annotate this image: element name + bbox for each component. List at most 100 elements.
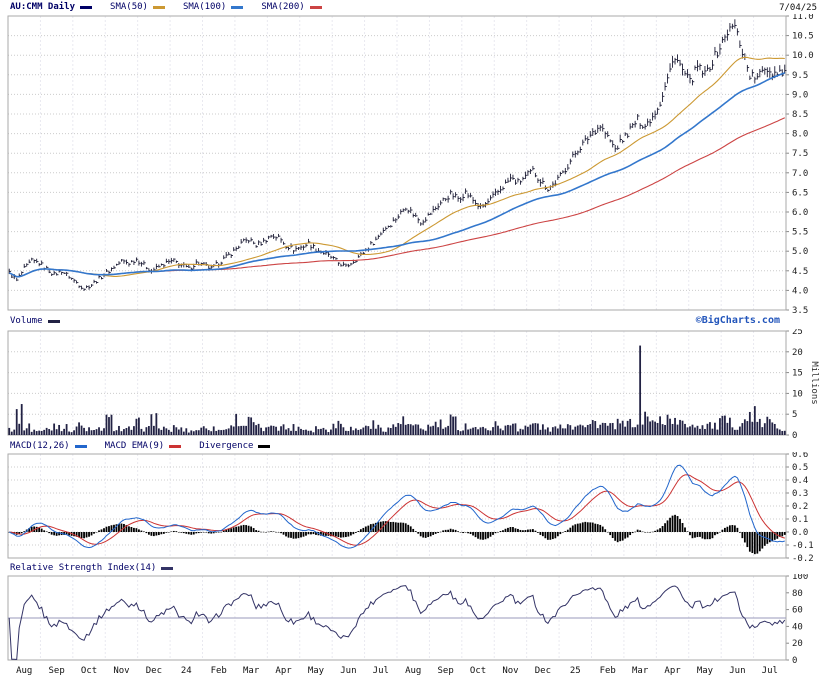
macd-legend: MACD(12,26) MACD EMA(9) Divergence xyxy=(10,441,271,451)
macd-legend-item: MACD(12,26) xyxy=(10,441,87,451)
x-axis-label: May xyxy=(696,666,714,676)
x-axis-label: Jul xyxy=(761,666,778,676)
divergence-swatch xyxy=(258,444,271,448)
x-axis-label: Sep xyxy=(48,666,65,676)
svg-text:0.1: 0.1 xyxy=(792,515,808,525)
divergence-legend-item: Divergence xyxy=(199,441,271,451)
svg-text:6.0: 6.0 xyxy=(792,208,808,218)
x-axis-label: Mar xyxy=(631,666,649,676)
symbol-legend-item: AU:CMM Daily xyxy=(10,2,93,12)
x-axis-label: Oct xyxy=(469,666,487,676)
svg-text:40: 40 xyxy=(792,622,803,632)
svg-text:60: 60 xyxy=(792,606,803,616)
svg-text:25: 25 xyxy=(792,329,803,337)
price-legend: AU:CMM Daily SMA(50) SMA(100) SMA(200) xyxy=(10,2,322,12)
svg-text:0.3: 0.3 xyxy=(792,489,808,499)
x-axis-label: 25 xyxy=(569,666,581,676)
x-axis-label: Aug xyxy=(405,666,422,676)
x-axis-label: 24 xyxy=(180,666,192,676)
svg-text:0: 0 xyxy=(792,431,797,439)
rsi-swatch xyxy=(161,566,174,570)
sma100-label: SMA(100) xyxy=(182,2,227,12)
svg-text:0.0: 0.0 xyxy=(792,528,808,538)
svg-text:5.0: 5.0 xyxy=(792,247,808,257)
svg-text:10.0: 10.0 xyxy=(792,51,814,61)
x-axis-label: Apr xyxy=(275,666,292,676)
x-axis-label: Feb xyxy=(599,666,616,676)
x-axis-label: Nov xyxy=(502,666,519,676)
price-series-swatch xyxy=(80,5,93,9)
svg-text:15: 15 xyxy=(792,369,803,379)
bigcharts-watermark: ©BigCharts.com xyxy=(695,315,780,326)
symbol-label: AU:CMM Daily xyxy=(10,2,76,12)
sma50-label: SMA(50) xyxy=(110,2,148,12)
svg-text:8.5: 8.5 xyxy=(792,110,808,120)
sma200-legend-item: SMA(200) xyxy=(261,2,322,12)
svg-text:0.2: 0.2 xyxy=(792,502,808,512)
x-axis: Aug Sep Oct Nov Dec 24 Feb Mar Apr May Jun Jul Aug Se… xyxy=(0,666,820,682)
rsi-legend-item: Relative Strength Index(14) xyxy=(10,563,174,573)
x-axis-label: Jul xyxy=(372,666,389,676)
x-axis-label: Jun xyxy=(729,666,746,676)
svg-text:Millions: Millions xyxy=(809,361,819,404)
svg-text:-0.2: -0.2 xyxy=(792,554,814,562)
rsi-legend: Relative Strength Index(14) xyxy=(10,563,174,573)
x-axis-label: Mar xyxy=(242,666,260,676)
svg-text:0.4: 0.4 xyxy=(792,476,808,486)
svg-text:11.0: 11.0 xyxy=(792,14,814,22)
sma100-legend-item: SMA(100) xyxy=(182,2,244,12)
svg-text:-0.1: -0.1 xyxy=(792,541,814,551)
svg-text:5.5: 5.5 xyxy=(792,228,808,238)
svg-text:8.0: 8.0 xyxy=(792,130,808,140)
macd-chart: 0.6 0.5 0.4 0.3 0.2 0.1 0.0 -0.1 -0.2 xyxy=(7,452,814,562)
x-axis-label: Oct xyxy=(80,666,98,676)
svg-text:80: 80 xyxy=(792,589,803,599)
macd-signal-swatch xyxy=(169,444,182,448)
svg-text:10: 10 xyxy=(792,389,803,399)
svg-text:4.5: 4.5 xyxy=(792,267,808,277)
svg-text:4.0: 4.0 xyxy=(792,286,808,296)
volume-swatch xyxy=(47,319,60,323)
x-axis-label: May xyxy=(307,666,325,676)
svg-text:20: 20 xyxy=(792,639,803,649)
volume-chart: 25 20 15 10 5 0 Millions xyxy=(7,329,819,439)
chart-date: 7/04/25 xyxy=(779,3,817,13)
svg-text:100: 100 xyxy=(792,574,808,582)
svg-text:9.5: 9.5 xyxy=(792,71,808,81)
svg-text:0.5: 0.5 xyxy=(792,463,808,473)
x-axis-label: Jun xyxy=(340,666,357,676)
x-axis-label: Apr xyxy=(664,666,681,676)
rsi-label: Relative Strength Index(14) xyxy=(10,563,157,573)
sma100-swatch xyxy=(231,5,244,9)
volume-legend: Volume xyxy=(10,316,60,326)
svg-text:20: 20 xyxy=(792,348,803,358)
svg-text:6.5: 6.5 xyxy=(792,188,808,198)
svg-text:9.0: 9.0 xyxy=(792,90,808,100)
price-chart: 11.0 10.5 10.0 9.5 9.0 8.5 8.0 7.5 7.0 6.5 6.0 5.5 5… xyxy=(7,14,814,314)
volume-label: Volume xyxy=(10,316,43,326)
macd-swatch xyxy=(74,444,87,448)
x-axis-label: Dec xyxy=(534,666,552,676)
x-axis-label: Dec xyxy=(145,666,163,676)
svg-text:5: 5 xyxy=(792,410,797,420)
svg-text:10.5: 10.5 xyxy=(792,32,814,42)
sma200-swatch xyxy=(309,5,322,9)
x-axis-label: Nov xyxy=(113,666,130,676)
x-axis-label: Sep xyxy=(437,666,454,676)
x-axis-label: Aug xyxy=(16,666,33,676)
svg-text:0: 0 xyxy=(792,656,797,664)
x-axis-label: Feb xyxy=(210,666,227,676)
macd-signal-legend-item: MACD EMA(9) xyxy=(105,441,182,451)
sma50-legend-item: SMA(50) xyxy=(110,2,165,12)
macd-signal-label: MACD EMA(9) xyxy=(104,441,165,451)
sma50-swatch xyxy=(152,5,165,9)
svg-text:3.5: 3.5 xyxy=(792,306,808,314)
macd-label: MACD(12,26) xyxy=(10,441,70,451)
sma200-label: SMA(200) xyxy=(261,2,305,12)
rsi-chart: 100 80 60 40 20 0 xyxy=(7,574,808,664)
svg-text:7.0: 7.0 xyxy=(792,169,808,179)
divergence-label: Divergence xyxy=(199,441,254,451)
svg-text:0.6: 0.6 xyxy=(792,452,808,460)
svg-text:7.5: 7.5 xyxy=(792,149,808,159)
volume-legend-item: Volume xyxy=(10,316,60,326)
